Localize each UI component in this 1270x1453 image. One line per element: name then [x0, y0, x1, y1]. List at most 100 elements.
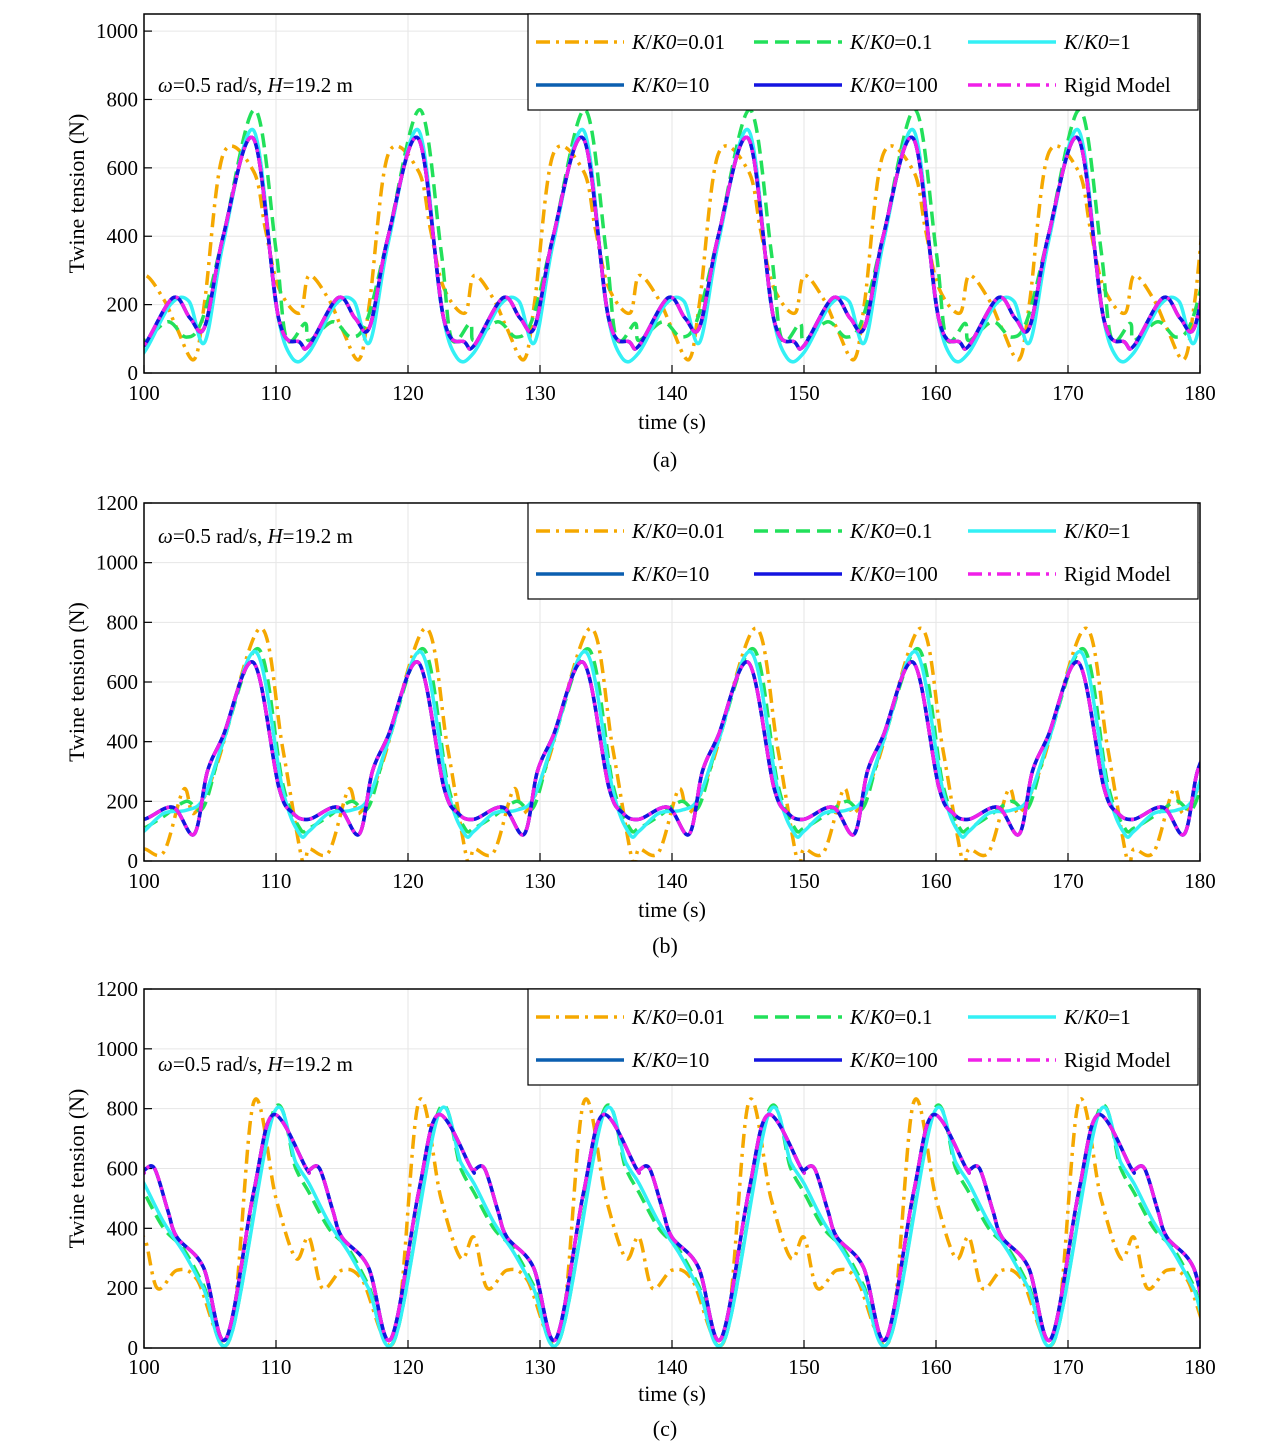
x-tick-label: 140	[656, 869, 688, 893]
x-axis-label: time (s)	[638, 409, 706, 434]
legend-label: K/K0=100	[849, 562, 938, 586]
legend-label: K/K0=0.1	[849, 30, 932, 54]
y-tick-label: 200	[107, 1276, 139, 1300]
y-axis-label: Twine tension (N)	[64, 114, 89, 274]
condition-annotation: ω=0.5 rad/s, H=19.2 m	[158, 73, 353, 97]
series-group	[144, 1097, 1200, 1348]
y-tick-label: 600	[107, 1157, 139, 1181]
x-axis-label: time (s)	[638, 897, 706, 922]
condition-annotation: ω=0.5 rad/s, H=19.2 m	[158, 524, 353, 548]
x-tick-label: 120	[392, 1355, 424, 1379]
x-tick-label: 140	[656, 381, 688, 405]
x-tick-label: 180	[1184, 1355, 1216, 1379]
legend-box	[527, 13, 1199, 111]
y-tick-label: 800	[107, 1097, 139, 1121]
legend-label: K/K0=10	[631, 73, 709, 97]
legend-box	[527, 502, 1199, 600]
series-line-1	[144, 1097, 1200, 1348]
y-tick-label: 800	[107, 87, 139, 111]
y-tick-label: 1000	[96, 19, 138, 43]
y-tick-label: 0	[128, 849, 139, 873]
y-tick-label: 1000	[96, 1037, 138, 1061]
x-tick-label: 110	[261, 1355, 292, 1379]
legend-label: K/K0=0.1	[849, 1005, 932, 1029]
y-tick-label: 800	[107, 610, 139, 634]
series-line-1	[144, 144, 1200, 362]
x-tick-label: 100	[128, 381, 160, 405]
legend-label: K/K0=1	[1063, 1005, 1131, 1029]
y-tick-label: 0	[128, 361, 139, 385]
legend: K/K0=0.01 K/K0=0.1 K/K0=1 K/K0=10 K/K0=100 Ri…	[527, 502, 1199, 600]
series-group	[144, 107, 1200, 364]
x-tick-label: 150	[788, 381, 820, 405]
x-tick-label: 130	[524, 1355, 556, 1379]
x-tick-label: 160	[920, 1355, 952, 1379]
y-axis-label: Twine tension (N)	[64, 1089, 89, 1249]
panel-label: (c)	[653, 1416, 677, 1441]
x-tick-label: 140	[656, 1355, 688, 1379]
panel-label: (b)	[652, 933, 678, 958]
x-tick-label: 180	[1184, 381, 1216, 405]
y-tick-label: 600	[107, 156, 139, 180]
series-line-6	[144, 660, 1200, 837]
series-line-5	[144, 135, 1200, 351]
x-tick-label: 160	[920, 381, 952, 405]
series-line-6	[144, 1112, 1200, 1343]
series-group	[144, 626, 1200, 861]
y-tick-label: 400	[107, 1216, 139, 1240]
x-tick-label: 110	[261, 381, 292, 405]
x-tick-label: 180	[1184, 869, 1216, 893]
x-tick-label: 130	[524, 381, 556, 405]
x-tick-label: 110	[261, 869, 292, 893]
x-tick-label: 170	[1052, 1355, 1084, 1379]
x-tick-label: 170	[1052, 381, 1084, 405]
legend-label: K/K0=0.1	[849, 519, 932, 543]
condition-annotation: ω=0.5 rad/s, H=19.2 m	[158, 1052, 353, 1076]
series-line-4	[144, 1112, 1200, 1343]
x-tick-label: 130	[524, 869, 556, 893]
legend-label: Rigid Model	[1064, 562, 1171, 586]
legend: K/K0=0.01 K/K0=0.1 K/K0=1 K/K0=10 K/K0=100 Ri…	[527, 988, 1199, 1086]
x-tick-label: 160	[920, 869, 952, 893]
legend-label: Rigid Model	[1064, 73, 1171, 97]
legend-box	[527, 988, 1199, 1086]
x-tick-label: 150	[788, 869, 820, 893]
x-tick-label: 150	[788, 1355, 820, 1379]
legend-label: K/K0=100	[849, 73, 938, 97]
y-tick-label: 400	[107, 730, 139, 754]
x-tick-label: 120	[392, 869, 424, 893]
y-tick-label: 200	[107, 293, 139, 317]
y-tick-label: 1200	[96, 977, 138, 1001]
legend-label: K/K0=1	[1063, 30, 1131, 54]
series-line-2	[144, 647, 1200, 834]
x-tick-label: 100	[128, 1355, 160, 1379]
y-tick-label: 1200	[96, 491, 138, 515]
y-tick-label: 1000	[96, 551, 138, 575]
legend-label: K/K0=0.01	[631, 519, 725, 543]
legend-label: K/K0=0.01	[631, 1005, 725, 1029]
x-tick-label: 170	[1052, 869, 1084, 893]
legend-label: K/K0=10	[631, 562, 709, 586]
y-tick-label: 400	[107, 224, 139, 248]
y-tick-label: 200	[107, 789, 139, 813]
x-tick-label: 100	[128, 869, 160, 893]
panel-label: (a)	[653, 447, 677, 472]
chart-panel-2: 100 110 120 130 140 150 160 170 180 0 200 400 600 800…	[64, 491, 1216, 958]
series-line-2	[144, 1103, 1200, 1348]
legend-label: K/K0=10	[631, 1048, 709, 1072]
y-tick-label: 600	[107, 670, 139, 694]
legend: K/K0=0.01 K/K0=0.1 K/K0=1 K/K0=10 K/K0=100 Ri…	[527, 13, 1199, 111]
legend-label: K/K0=1	[1063, 519, 1131, 543]
chart-panel-1: 100 110 120 130 140 150 160 170 180 0 200 400 600 800…	[64, 13, 1216, 472]
x-tick-label: 120	[392, 381, 424, 405]
x-axis-label: time (s)	[638, 1381, 706, 1406]
legend-label: Rigid Model	[1064, 1048, 1171, 1072]
y-tick-label: 0	[128, 1336, 139, 1360]
series-line-5	[144, 1112, 1200, 1343]
chart-panel-3: 100 110 120 130 140 150 160 170 180 0 200 400 600 800…	[64, 977, 1216, 1441]
legend-label: K/K0=0.01	[631, 30, 725, 54]
y-axis-label: Twine tension (N)	[64, 602, 89, 762]
series-line-3	[144, 650, 1200, 839]
series-line-3	[144, 1105, 1200, 1348]
